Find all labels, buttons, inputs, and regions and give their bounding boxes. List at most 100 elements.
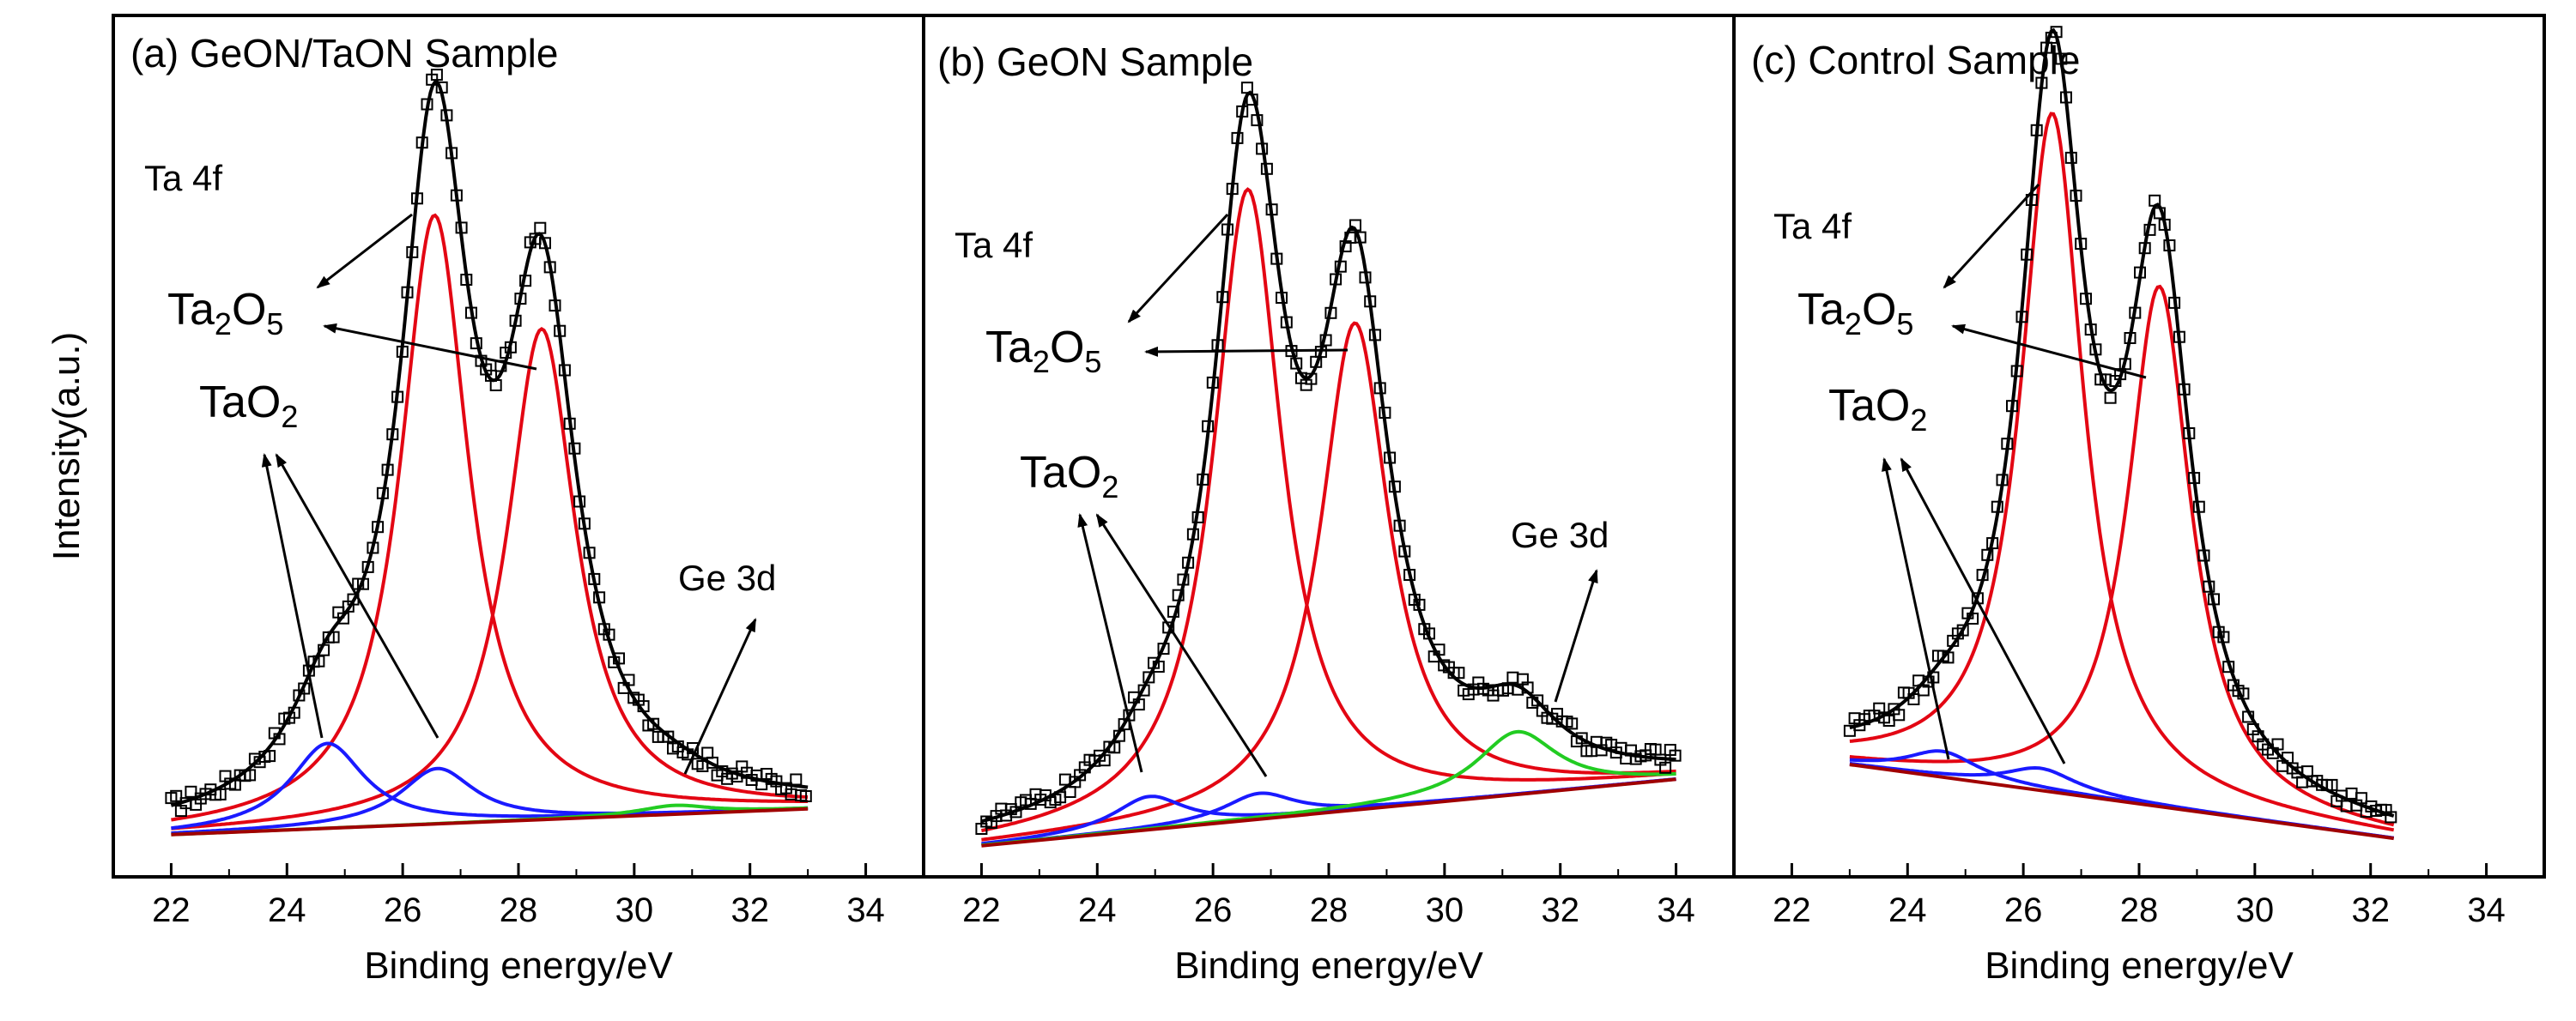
panel-a-data-point — [460, 274, 473, 286]
panel-a-data-point — [298, 682, 311, 695]
panel-a-data-point — [593, 591, 606, 604]
panel-b-data-point — [1226, 183, 1239, 196]
panel-b-data-point — [1506, 671, 1519, 684]
panel-c-data-point — [2143, 223, 2156, 236]
panel-a-x-axis-label: Binding energy/eV — [364, 945, 673, 987]
panel-b-xtick-label: 22 — [962, 891, 1001, 929]
panel-b-data-point — [1403, 569, 1416, 581]
panel-c-data-point — [1981, 548, 1994, 561]
panel-b-data-point — [1334, 260, 1347, 273]
panel-a-data-point — [415, 136, 428, 149]
panel-a-data-point — [558, 364, 571, 377]
panel-a-data-point — [455, 221, 468, 234]
panel-a-xtick-label: 28 — [500, 891, 538, 929]
panel-b-data-point — [1191, 510, 1204, 523]
panel-a-xtick-label: 26 — [384, 891, 422, 929]
panel-c-data-point — [1976, 569, 1989, 582]
panel-a-data-point — [539, 237, 551, 250]
panel-a-data-point — [790, 773, 803, 786]
panel-a-region-label: Ta 4f — [144, 158, 222, 198]
panel-b-xtick-label: 30 — [1426, 891, 1464, 929]
panel-c-data-point — [2158, 218, 2171, 231]
panel-c-data-point — [1986, 537, 1999, 550]
panel-a-data-point — [554, 324, 567, 337]
panel-a-envelope — [170, 80, 809, 807]
panel-a-xtick-label: 24 — [268, 891, 306, 929]
panel-b-data-point — [1143, 671, 1155, 684]
panel-a-data-point — [435, 81, 448, 94]
panel-c-data-point — [2203, 580, 2215, 593]
panel-a-arrow-tao2-1 — [261, 453, 324, 739]
panel-c-data-point — [2030, 124, 2043, 136]
panel-b-data-point — [1167, 605, 1179, 618]
panel-a-tao2-label: TaO2 — [199, 378, 298, 434]
panel-b-data-point — [1270, 252, 1283, 265]
panel-c-data-point — [2208, 593, 2220, 606]
panel-a-arrow-ta2o5-2 — [323, 323, 537, 371]
panel-c-data-point — [2070, 190, 2082, 202]
panel-c-data-point — [2055, 52, 2068, 65]
panel-a-data-point — [588, 572, 601, 585]
panel-c-data-point — [2237, 687, 2250, 700]
panel-a-data-point — [450, 189, 463, 202]
panel-b-arrow-tao2-1 — [1077, 513, 1143, 773]
panel-b-data-point — [1202, 420, 1215, 432]
panel-b-data-point — [1236, 105, 1249, 118]
panel-c-xtick-label: 34 — [2467, 891, 2506, 929]
panel-b-data-point — [1186, 528, 1199, 541]
panel-a: 22 24 26 28 30 32 34 (a) GeON/TaON Sample Ta 4… — [130, 31, 885, 929]
panel-c-data-point — [2355, 792, 2367, 805]
panel-b-data-point — [1137, 684, 1150, 697]
panel-a-data-point — [273, 733, 286, 746]
panel-c-region-label: Ta 4f — [1773, 206, 1852, 246]
panel-b-xtick-label: 32 — [1541, 891, 1579, 929]
panel-a-baseline — [171, 807, 809, 837]
panel-a-arrows — [261, 213, 757, 775]
panel-a-data-point — [318, 643, 330, 656]
panel-b-data-point — [1364, 295, 1377, 308]
panel-c: 22 24 26 28 30 32 34 (c) Control Sample Ta 4f … — [1751, 26, 2506, 929]
panel-c-data-point — [1967, 613, 1979, 625]
panel-a-data-point — [514, 293, 527, 305]
panel-c-x-axis-label: Binding energy/eV — [1985, 945, 2294, 987]
panel-c-data-point — [2084, 323, 2097, 336]
panel-b-x-axis-label: Binding energy/eV — [1174, 945, 1483, 987]
panel-b-data-point — [1521, 681, 1534, 694]
panel-c-arrow-ta2o5-1 — [1943, 183, 2040, 289]
panel-b-data-point — [1058, 773, 1071, 786]
panel-c-peak-ta2o5-1 — [1849, 284, 2395, 827]
panel-c-arrow-tao2-2 — [1900, 457, 2066, 764]
panel-a-data-point — [549, 299, 561, 312]
panel-c-arrows — [1882, 183, 2147, 764]
panel-a-markers — [165, 69, 812, 818]
panel-c-data-point — [2050, 26, 2063, 39]
panel-a-data-point — [489, 379, 502, 391]
panel-c-data-point — [2075, 238, 2088, 251]
panel-a-data-point — [361, 560, 374, 573]
panel-a-data-point — [401, 286, 414, 299]
panel-b-data-point — [1379, 407, 1391, 419]
panel-c-peak-tao2-2 — [1849, 749, 2394, 840]
panel-b-data-point — [1197, 473, 1209, 486]
panel-a-arrow-ta2o5-1 — [316, 213, 413, 289]
panel-c-data-point — [1956, 624, 1969, 637]
panel-b-peak-ta2o5-0 — [981, 187, 1676, 833]
panel-a-data-point — [337, 612, 349, 625]
panel-b-data-point — [1290, 357, 1303, 370]
panel-b-data-point — [1324, 306, 1337, 319]
panel-c-arrow-ta2o5-2 — [1951, 323, 2147, 379]
panel-c-data-point — [2192, 500, 2205, 513]
panel-b-data-point — [1265, 203, 1278, 216]
panel-a-data-point — [367, 541, 379, 554]
panel-a-xtick-label: 34 — [846, 891, 885, 929]
panel-c-data-point — [2124, 332, 2137, 344]
panel-a-data-point — [170, 789, 183, 802]
panel-c-data-point — [2015, 311, 2028, 323]
panel-c-data-point — [2006, 400, 2018, 413]
panel-c-data-point — [2325, 778, 2338, 791]
panel-b: 22 24 26 28 30 32 34 (b) GeON Sample Ta 4f Ta2… — [937, 39, 1695, 929]
panel-a-data-point — [288, 706, 300, 719]
panel-b-data-point — [1373, 382, 1386, 395]
panel-b-data-point — [1319, 334, 1332, 347]
